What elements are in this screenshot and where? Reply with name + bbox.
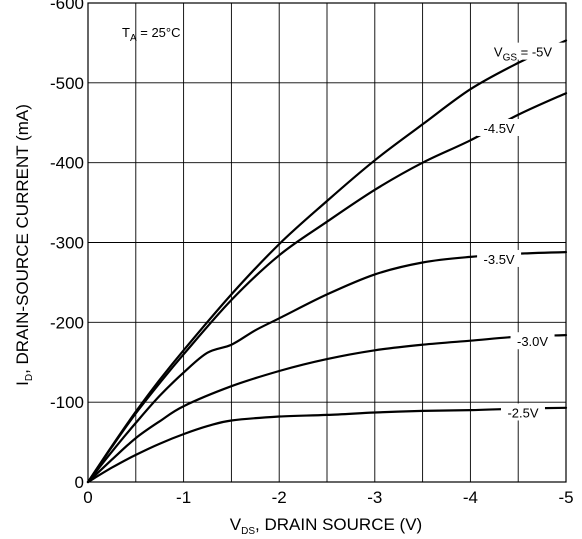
curve-label-background [500, 403, 545, 421]
y-tick-label: -400 [50, 154, 84, 173]
y-tick-label: -100 [50, 393, 84, 412]
x-tick-label: -5 [558, 488, 573, 507]
curve-label-background [477, 118, 522, 136]
curve-label-background [477, 249, 522, 267]
series-line [86, 334, 568, 484]
x-tick-label: -1 [176, 488, 191, 507]
curve-label: -3.0V [517, 334, 548, 349]
curve-label-background [480, 42, 565, 60]
curve-label-background [510, 332, 555, 350]
y-tick-label: -500 [50, 74, 84, 93]
curve-label-layer: VGS = -5V -4.5V -3.5V -3.0V -2.5V [477, 42, 565, 421]
y-tick-label: 0 [75, 473, 84, 492]
y-tick-label: -300 [50, 234, 84, 253]
temperature-annotation: TA = 25°C [122, 25, 181, 44]
curve-label: -3.5V [484, 252, 515, 267]
series-line [86, 251, 568, 484]
series-layer [86, 39, 568, 484]
y-tick-label: -600 [50, 0, 84, 13]
curve-label: -4.5V [484, 121, 515, 136]
x-axis-title: VDS, DRAIN SOURCE (V) [230, 515, 422, 537]
series-line [86, 92, 568, 484]
x-tick-label: -3 [367, 488, 382, 507]
x-tick-label: -2 [272, 488, 287, 507]
y-axis-title: ID, DRAIN-SOURCE CURRENT (mA) [13, 104, 35, 386]
tick-label-layer: 0 -1 -2 -3 -4 -5 0 -100 -200 -300 -400 -500 -600 [50, 0, 574, 507]
series-line [86, 406, 568, 484]
x-tick-label: 0 [83, 488, 92, 507]
curve-label: -2.5V [507, 405, 538, 420]
y-tick-label: -200 [50, 313, 84, 332]
x-tick-label: -4 [463, 488, 478, 507]
plot-frame [87, 2, 567, 483]
curve-label: VGS = -5V [494, 45, 552, 64]
